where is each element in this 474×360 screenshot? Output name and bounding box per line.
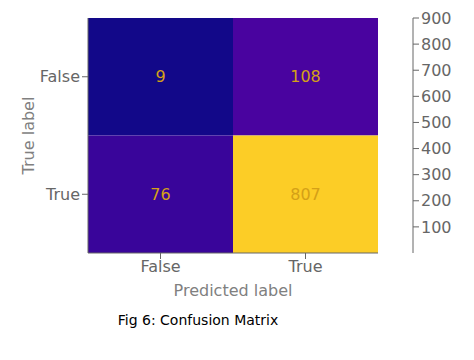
svg-text:108: 108 <box>290 67 321 86</box>
svg-text:False: False <box>40 67 80 86</box>
svg-text:300: 300 <box>421 165 452 184</box>
svg-text:9: 9 <box>155 67 165 86</box>
svg-text:800: 800 <box>421 35 452 54</box>
svg-text:500: 500 <box>421 113 452 132</box>
html-text:Fig 6: Confusion Matrix: Fig 6: Confusion Matrix <box>117 312 279 328</box>
svg-text:100: 100 <box>421 218 452 237</box>
svg-text:600: 600 <box>421 87 452 106</box>
svg-text:400: 400 <box>421 139 452 158</box>
svg-text:True: True <box>288 257 323 276</box>
svg-text:700: 700 <box>421 61 452 80</box>
svg-text:76: 76 <box>150 185 170 204</box>
svg-text:807: 807 <box>290 185 321 204</box>
svg-text:False: False <box>140 257 180 276</box>
svg-text:Predicted label: Predicted label <box>174 281 293 300</box>
svg-text:200: 200 <box>421 191 452 210</box>
svg-text:True: True <box>45 185 80 204</box>
svg-text:900: 900 <box>421 9 452 28</box>
svg-text:True label: True label <box>19 97 38 176</box>
